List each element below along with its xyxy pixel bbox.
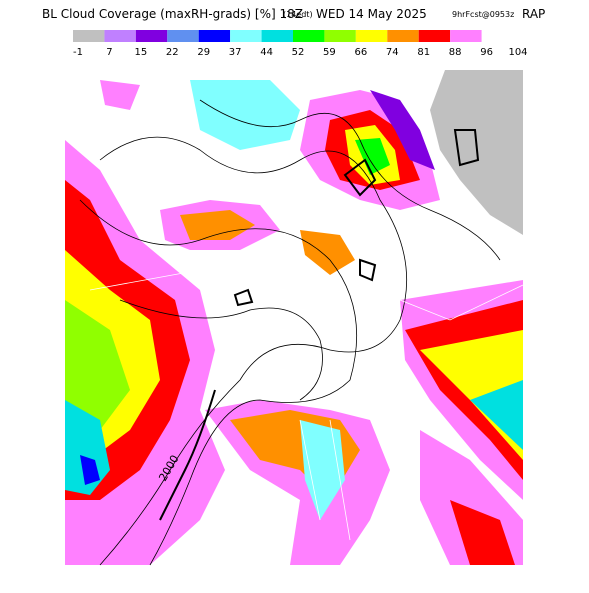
cloud-area bbox=[65, 400, 110, 495]
border bbox=[89, 269, 351, 541]
contour bbox=[79, 199, 358, 566]
color-box bbox=[104, 30, 136, 42]
title: BL Cloud Coverage (maxRH-grads) [%] 18Z bbox=[42, 7, 303, 21]
contour bbox=[233, 288, 254, 307]
color-label: 96 bbox=[480, 47, 493, 58]
color-box bbox=[418, 30, 451, 42]
contour bbox=[199, 99, 501, 261]
color-label: 81 bbox=[417, 47, 430, 58]
cloud-area bbox=[470, 380, 523, 450]
color-label: 59 bbox=[323, 47, 336, 58]
color-label: 7 bbox=[106, 47, 112, 58]
color-box bbox=[167, 30, 199, 42]
color-box bbox=[450, 30, 482, 42]
cloud-area bbox=[420, 330, 523, 460]
model: RAP bbox=[522, 7, 545, 21]
color-label: 66 bbox=[354, 47, 367, 58]
color-box bbox=[387, 30, 419, 42]
color-label: 29 bbox=[197, 47, 210, 58]
border bbox=[399, 284, 524, 321]
contour bbox=[343, 158, 377, 197]
contour bbox=[119, 299, 323, 401]
cloud-area bbox=[80, 455, 100, 485]
cloud-area bbox=[300, 230, 355, 275]
contour bbox=[99, 136, 408, 566]
cloud-area bbox=[355, 138, 390, 175]
color-label: 74 bbox=[386, 47, 399, 58]
color-box bbox=[73, 30, 105, 42]
cloud-area bbox=[100, 80, 140, 110]
cloud-area bbox=[65, 300, 130, 440]
color-box bbox=[230, 30, 262, 42]
cloud-area bbox=[180, 210, 255, 240]
contour bbox=[159, 389, 216, 521]
color-label: 37 bbox=[229, 47, 242, 58]
color-label: 52 bbox=[292, 47, 305, 58]
cloud-area bbox=[190, 80, 300, 150]
color-box bbox=[355, 30, 388, 42]
color-box bbox=[261, 30, 293, 42]
color-box bbox=[135, 30, 168, 42]
cloud-area bbox=[300, 420, 345, 520]
date: WED 14 May 2025 bbox=[316, 7, 427, 21]
color-box bbox=[198, 30, 231, 42]
cloud-area bbox=[370, 90, 435, 170]
color-box bbox=[293, 30, 325, 42]
local-time: (14edt) bbox=[283, 10, 313, 19]
forecast: 9hrFcst@0953z bbox=[452, 10, 514, 19]
map: 2000 bbox=[65, 70, 524, 566]
color-label: 22 bbox=[166, 47, 179, 58]
color-box bbox=[324, 30, 356, 42]
cloud-area bbox=[450, 500, 515, 565]
color-label: 88 bbox=[449, 47, 462, 58]
colorbar: -1 7 15 22 29 37 44 52 59 66 74 81 88 96 104 bbox=[73, 30, 528, 58]
color-label: 104 bbox=[508, 47, 527, 58]
contour bbox=[453, 129, 480, 167]
color-label: 15 bbox=[134, 47, 147, 58]
color-label: -1 bbox=[73, 47, 83, 58]
color-label: 44 bbox=[260, 47, 273, 58]
contour bbox=[359, 258, 377, 282]
